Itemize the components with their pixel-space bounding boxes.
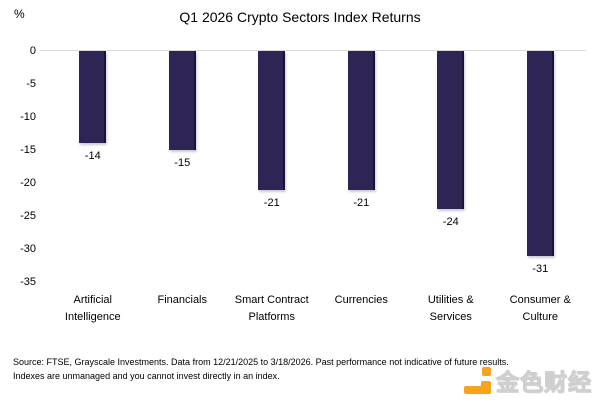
jinse-finance-logo-icon <box>464 366 491 394</box>
plot-area: -14 Artificial Intelligence -15 Financials -… <box>48 0 585 403</box>
source-note-line2: Indexes are unmanaged and you cannot inv… <box>13 371 280 381</box>
chart-title: Q1 2026 Crypto Sectors Index Returns <box>179 9 421 25</box>
source-note-line1: Source: FTSE, Grayscale Investments. Dat… <box>13 357 509 367</box>
bar-1 <box>79 51 107 144</box>
bar-value-label: -24 <box>442 216 459 229</box>
bar-4 <box>347 51 375 190</box>
y-tick-label: -15 <box>20 144 36 156</box>
y-axis-unit-label: % <box>14 7 25 21</box>
y-tick-label: 0 <box>29 45 36 57</box>
category-label: Artificial Intelligence <box>64 294 121 323</box>
bar-value-label: -15 <box>174 157 191 169</box>
jinse-finance-watermark: 金色财经 <box>464 363 592 397</box>
category-label: Utilities & Services <box>427 294 474 323</box>
watermark-text: 金色财经 <box>496 370 592 397</box>
bar-value-label: -31 <box>532 262 549 275</box>
category-label: Currencies <box>334 294 388 306</box>
y-tick-label: -35 <box>20 276 36 288</box>
bar-5 <box>437 51 465 210</box>
source-note: Source: FTSE, Grayscale Investments. Dat… <box>13 355 591 383</box>
category-label: Financials <box>157 294 208 306</box>
bar-value-label: -14 <box>84 150 101 163</box>
y-tick-label: -30 <box>20 243 36 255</box>
y-tick-label: -10 <box>20 111 36 123</box>
bar-6 <box>526 51 554 256</box>
category-label: Consumer & Culture <box>509 294 571 323</box>
y-tick-label: -20 <box>20 177 36 189</box>
bar-2 <box>168 51 196 150</box>
bar-value-label: -21 <box>353 196 370 209</box>
bar-value-label: -21 <box>263 196 280 209</box>
category-label: Smart Contract Platforms <box>234 294 309 323</box>
bar-3 <box>258 51 286 190</box>
zero-baseline <box>40 50 586 51</box>
y-tick-label: -25 <box>20 210 36 222</box>
y-tick-label: -5 <box>26 78 36 90</box>
